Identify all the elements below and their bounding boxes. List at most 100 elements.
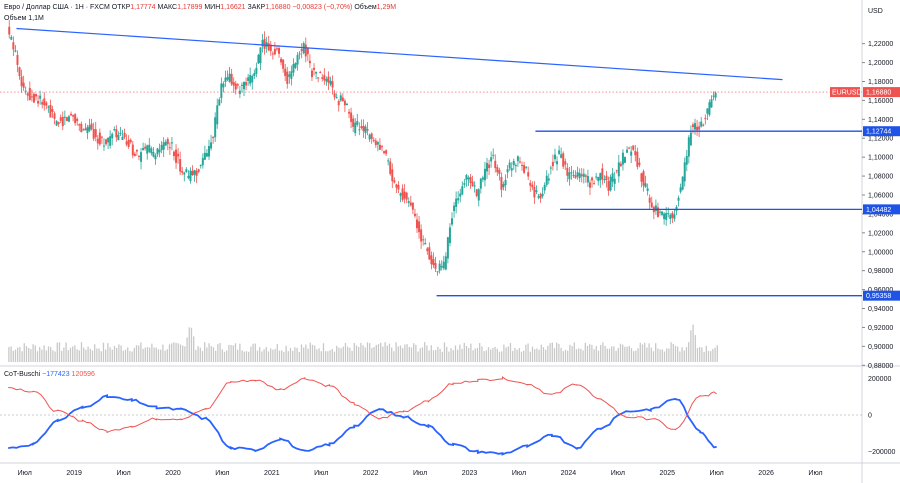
candle-body xyxy=(393,180,396,183)
volume-bar xyxy=(523,350,525,362)
candle-body xyxy=(521,164,524,166)
volume-bar xyxy=(259,347,261,362)
candle-body xyxy=(329,80,332,85)
volume-bar xyxy=(586,345,589,362)
candle-body xyxy=(541,193,544,197)
level-label: 0,95358 xyxy=(866,293,891,300)
volume-bar xyxy=(171,343,173,362)
volume-bar xyxy=(369,343,371,362)
candle-body xyxy=(251,75,254,83)
volume-bar xyxy=(446,346,448,362)
candle-body xyxy=(607,181,610,191)
price-tick-label: 1,22000 xyxy=(868,41,893,48)
volume-bar xyxy=(333,351,336,362)
candle-body xyxy=(586,176,589,183)
candle-body xyxy=(16,55,19,65)
volume-bar xyxy=(674,345,677,362)
volume-bar xyxy=(263,349,265,362)
volume-bar xyxy=(25,346,28,362)
candle-body xyxy=(294,63,297,68)
volume-bar xyxy=(635,350,637,362)
volume-bar xyxy=(300,344,303,362)
candle-body xyxy=(352,118,355,127)
candle-body xyxy=(434,263,437,269)
open-value: 1,17774 xyxy=(130,4,156,11)
candle-body xyxy=(183,172,186,175)
candle-body xyxy=(556,161,559,165)
candle-body xyxy=(582,173,585,177)
volume-bar xyxy=(542,347,545,362)
volume-bar xyxy=(63,347,65,362)
candle-body xyxy=(339,95,342,101)
volume-bar xyxy=(36,351,39,362)
candle-body xyxy=(315,71,318,74)
candle-body xyxy=(51,109,54,112)
candle-body xyxy=(638,162,641,165)
volume-bar xyxy=(8,347,10,362)
candle-body xyxy=(267,43,270,51)
candle-body xyxy=(222,83,225,88)
candle-body xyxy=(535,190,538,192)
volume-bar xyxy=(270,348,272,362)
volume-bar xyxy=(83,347,85,362)
volume-bar xyxy=(344,342,347,362)
candle-body xyxy=(595,176,598,178)
candle-body xyxy=(28,87,31,101)
symbol-badge-label: EURUSD xyxy=(832,90,862,97)
candle-body xyxy=(26,93,29,96)
volume-bar xyxy=(241,350,243,362)
candle-body xyxy=(282,59,285,69)
candle-body xyxy=(43,98,46,106)
change-value: −0,00823 (−0,70%) xyxy=(292,4,353,11)
volume-bar xyxy=(712,348,714,362)
volume-bar xyxy=(503,344,505,362)
candle-body xyxy=(422,239,425,241)
volume-legend: Объем 1,1M xyxy=(4,15,44,22)
volume-bar xyxy=(94,344,96,362)
candle-body xyxy=(72,115,75,117)
candle-body xyxy=(457,198,460,201)
candle-body xyxy=(286,71,289,84)
candle-body xyxy=(92,129,95,139)
volume-bar xyxy=(668,348,670,362)
volume-bar xyxy=(157,349,160,362)
time-tick-label: 2022 xyxy=(363,470,379,477)
candle-body xyxy=(224,77,227,82)
volume-bar xyxy=(479,343,481,362)
volume-bar xyxy=(624,346,626,362)
candle-body xyxy=(238,90,241,94)
candle-body xyxy=(578,173,581,179)
candle-body xyxy=(574,175,577,178)
volume-bar xyxy=(325,351,327,362)
candle-body xyxy=(689,132,692,146)
volume-bar xyxy=(595,346,597,362)
volume-bar xyxy=(219,343,221,362)
volume-bar xyxy=(646,347,648,362)
candle-body xyxy=(135,149,138,152)
volume-bar xyxy=(30,349,32,362)
volume-bar xyxy=(358,347,360,362)
candle-body xyxy=(609,176,612,191)
candle-body xyxy=(424,242,427,245)
candle-body xyxy=(45,102,48,106)
candle-body xyxy=(115,129,118,138)
candle-body xyxy=(539,194,542,199)
volume-bar xyxy=(256,350,259,362)
volume-bar xyxy=(575,349,578,362)
volume-bar xyxy=(195,349,197,362)
candle-body xyxy=(55,121,58,126)
volume-bar xyxy=(608,348,611,362)
volume-bar xyxy=(437,346,439,362)
candle-body xyxy=(261,40,264,47)
volume-bar xyxy=(560,347,562,362)
volume-bar xyxy=(457,349,459,362)
candle-body xyxy=(271,53,274,55)
volume-bar xyxy=(292,350,294,362)
candle-body xyxy=(306,47,309,55)
candle-body xyxy=(296,55,299,65)
volume-bar xyxy=(199,347,201,362)
volume-bar xyxy=(47,346,50,362)
candle-body xyxy=(440,265,443,268)
